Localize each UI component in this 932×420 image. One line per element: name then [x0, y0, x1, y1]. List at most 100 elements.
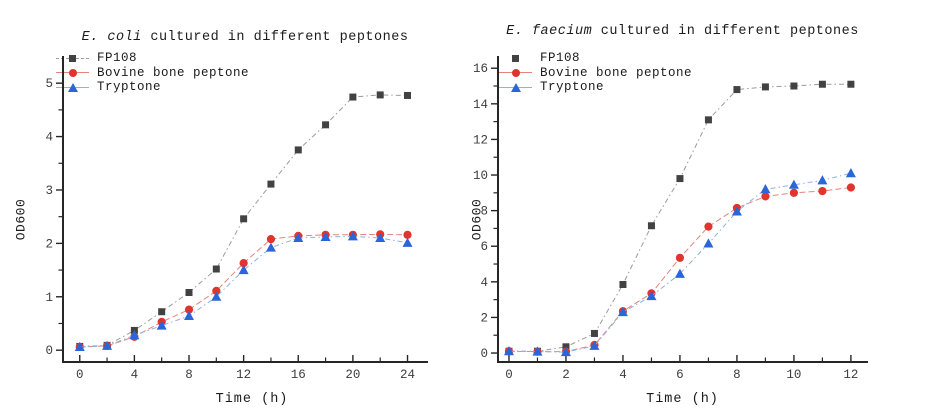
data-point-marker: [560, 346, 571, 357]
legend-label: FP108: [97, 51, 138, 66]
data-point-marker: [845, 168, 856, 178]
series-tryptone: [74, 231, 413, 351]
data-point-marker: [158, 308, 166, 316]
legend-label: Tryptone: [540, 80, 605, 95]
data-point-marker: [294, 146, 302, 154]
series-line: [79, 233, 408, 348]
data-point-marker: [846, 183, 856, 192]
data-point-marker: [817, 175, 828, 185]
legend-label: FP108: [540, 51, 581, 66]
data-point-marker: [733, 86, 741, 94]
y-tick-label: 2: [480, 311, 488, 325]
data-point-marker: [562, 343, 570, 351]
x-tick-label: 0: [76, 368, 84, 382]
legend-item-tryptone: Tryptone: [499, 80, 692, 95]
series-fp108: [76, 91, 412, 350]
data-point-marker: [129, 330, 140, 340]
data-point-marker: [184, 310, 195, 321]
legend-item-fp108: FP108: [499, 51, 692, 66]
ecoli-growth-chart: E. coli cultured in different peptones O…: [14, 30, 428, 407]
data-point-marker: [239, 259, 248, 268]
data-point-marker: [211, 291, 222, 301]
chart-title: E. coli cultured in different peptones: [62, 30, 428, 45]
data-point-marker: [267, 180, 275, 188]
legend: FP108 Bovine bone peptone Tryptone: [499, 51, 692, 95]
x-tick-label: 4: [131, 368, 139, 382]
data-point-marker: [532, 346, 543, 356]
x-axis-label: Time (h): [646, 392, 719, 407]
y-tick-label: 1: [45, 291, 53, 305]
x-tick-label: 0: [505, 368, 513, 382]
data-point-marker: [265, 242, 276, 252]
square-marker-icon: [512, 54, 519, 62]
series-line: [508, 172, 852, 353]
data-point-marker: [375, 232, 386, 243]
legend-marker-square: [56, 51, 89, 65]
legend-item-bovine: Bovine bone peptone: [56, 66, 249, 81]
data-point-marker: [703, 238, 714, 248]
series-line: [79, 235, 408, 348]
x-tick-label: 24: [400, 368, 415, 382]
data-point-marker: [847, 80, 855, 88]
data-point-marker: [347, 231, 358, 241]
legend-marker-square: [499, 51, 532, 65]
y-tick-label: 12: [473, 133, 488, 147]
data-point-marker: [675, 253, 685, 262]
y-tick-label: 14: [473, 98, 488, 112]
data-point-marker: [761, 83, 769, 91]
y-tick-label: 4: [480, 276, 488, 290]
legend-item-tryptone: Tryptone: [56, 80, 249, 95]
data-point-marker: [74, 341, 85, 351]
legend-label: Tryptone: [97, 80, 162, 95]
data-point-marker: [156, 320, 167, 330]
square-marker-icon: [69, 54, 76, 62]
series-line: [509, 83, 851, 352]
data-point-marker: [790, 82, 798, 90]
x-tick-label: 10: [786, 368, 801, 382]
data-point-marker: [266, 235, 276, 244]
data-point-marker: [349, 93, 357, 101]
data-point-marker: [184, 305, 194, 314]
x-tick-label: 8: [185, 368, 193, 382]
data-point-marker: [760, 184, 771, 194]
data-point-marker: [240, 215, 248, 223]
legend-marker-triangle: [499, 80, 532, 94]
data-point-marker: [376, 91, 384, 99]
y-tick-label: 6: [480, 240, 488, 254]
data-point-marker: [818, 186, 827, 196]
y-tick-label: 0: [480, 347, 488, 361]
legend: FP108 Bovine bone peptone Tryptone: [56, 51, 249, 95]
series-fp108: [505, 80, 855, 355]
chart-title: E. faecium cultured in different peptone…: [497, 24, 868, 39]
data-point-marker: [320, 231, 331, 241]
x-tick-label: 12: [236, 368, 251, 382]
data-point-marker: [646, 290, 657, 301]
x-tick-label: 8: [733, 368, 741, 382]
title-text: cultured in different peptones: [141, 30, 409, 45]
x-tick-label: 6: [676, 368, 684, 382]
data-point-marker: [212, 286, 221, 296]
x-tick-label: 16: [291, 368, 306, 382]
legend-label: Bovine bone peptone: [540, 65, 693, 80]
data-point-marker: [238, 264, 249, 275]
data-point-marker: [212, 265, 220, 273]
legend-marker-circle: [56, 66, 89, 80]
x-axis-label: Time (h): [215, 392, 289, 407]
data-point-marker: [731, 206, 742, 216]
triangle-marker-icon: [67, 82, 78, 92]
data-point-marker: [789, 188, 799, 197]
data-point-marker: [503, 346, 514, 356]
y-tick-label: 8: [480, 205, 488, 219]
legend-item-fp108: FP108: [56, 51, 249, 66]
data-point-marker: [676, 175, 684, 183]
x-tick-label: 4: [619, 368, 627, 382]
series-tryptone: [503, 168, 856, 357]
data-point-marker: [704, 116, 712, 124]
data-point-marker: [617, 306, 628, 317]
legend-marker-circle: [499, 66, 532, 80]
circle-marker-icon: [511, 68, 520, 77]
data-point-marker: [404, 91, 412, 99]
data-point-marker: [102, 340, 113, 350]
x-tick-label: 2: [562, 368, 570, 382]
